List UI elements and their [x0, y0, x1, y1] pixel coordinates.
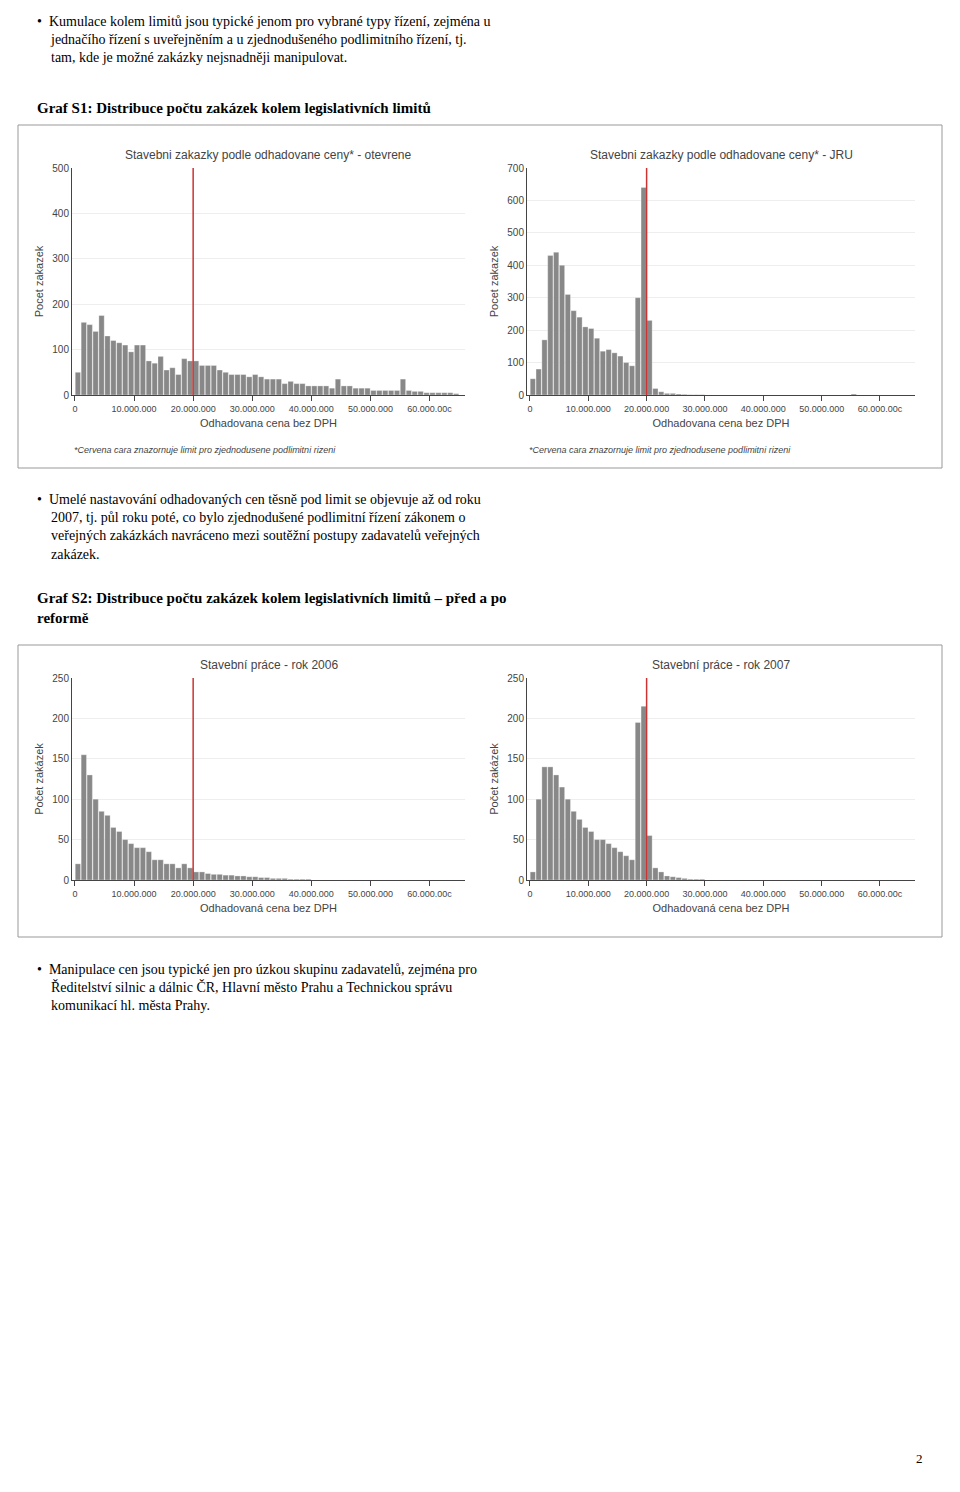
svg-text:Pocet zakazek: Pocet zakazek [488, 245, 500, 317]
svg-text:100: 100 [52, 344, 69, 355]
svg-text:0: 0 [72, 889, 77, 899]
svg-text:Odhadovaná cena bez DPH: Odhadovaná cena bez DPH [200, 902, 337, 914]
svg-text:30.000.000: 30.000.000 [682, 404, 727, 414]
svg-text:20.000.000: 20.000.000 [624, 889, 669, 899]
svg-text:500: 500 [507, 227, 524, 238]
svg-text:30.000.000: 30.000.000 [230, 889, 275, 899]
svg-text:• Manipulace cen jsou typické: • Manipulace cen jsou typické jen pro úz… [37, 962, 477, 1013]
svg-text:250: 250 [507, 673, 524, 684]
svg-text:Odhadovana cena bez DPH: Odhadovana cena bez DPH [653, 417, 790, 429]
svg-text:40.000.000: 40.000.000 [289, 889, 334, 899]
svg-text:150: 150 [52, 753, 69, 764]
svg-text:Stavebni zakazky podle odhadov: Stavebni zakazky podle odhadovane ceny* … [125, 148, 412, 162]
svg-text:40.000.000: 40.000.000 [289, 404, 334, 414]
svg-text:400: 400 [507, 260, 524, 271]
svg-text:60.000.00c: 60.000.00c [407, 404, 452, 414]
svg-text:200: 200 [52, 713, 69, 724]
svg-text:Stavební práce - rok 2007: Stavební práce - rok 2007 [652, 658, 790, 672]
svg-text:10.000.000: 10.000.000 [566, 889, 611, 899]
svg-text:10.000.000: 10.000.000 [112, 404, 157, 414]
svg-text:0: 0 [527, 889, 532, 899]
svg-text:Počet zakázek: Počet zakázek [33, 743, 45, 815]
svg-text:50.000.000: 50.000.000 [348, 404, 393, 414]
svg-text:Graf S1: Distribuce počtu zaká: Graf S1: Distribuce počtu zakázek kolem … [37, 100, 431, 116]
svg-text:0: 0 [518, 875, 524, 886]
svg-text:0: 0 [72, 404, 77, 414]
svg-text:200: 200 [507, 713, 524, 724]
svg-text:• Kumulace kolem limitů jsou: • Kumulace kolem limitů jsou typické jen… [37, 14, 491, 65]
svg-text:10.000.000: 10.000.000 [112, 889, 157, 899]
svg-text:300: 300 [507, 292, 524, 303]
svg-text:50: 50 [513, 834, 525, 845]
svg-text:200: 200 [507, 325, 524, 336]
svg-text:Odhadovana cena bez DPH: Odhadovana cena bez DPH [200, 417, 337, 429]
svg-text:50.000.000: 50.000.000 [348, 889, 393, 899]
svg-text:2: 2 [916, 1451, 923, 1466]
svg-text:500: 500 [52, 163, 69, 174]
svg-text:0: 0 [63, 390, 69, 401]
svg-text:400: 400 [52, 208, 69, 219]
svg-text:Odhadovaná cena bez DPH: Odhadovaná cena bez DPH [653, 902, 790, 914]
svg-text:150: 150 [507, 753, 524, 764]
svg-text:60.000.00c: 60.000.00c [858, 889, 903, 899]
svg-text:50: 50 [58, 834, 70, 845]
svg-text:Stavebni zakazky podle odhadov: Stavebni zakazky podle odhadovane ceny* … [590, 148, 853, 162]
svg-text:40.000.000: 40.000.000 [741, 889, 786, 899]
svg-text:300: 300 [52, 253, 69, 264]
svg-text:30.000.000: 30.000.000 [682, 889, 727, 899]
svg-text:Počet zakázek: Počet zakázek [488, 743, 500, 815]
svg-text:Stavební práce - rok 2006: Stavební práce - rok 2006 [200, 658, 338, 672]
svg-text:600: 600 [507, 195, 524, 206]
svg-text:200: 200 [52, 299, 69, 310]
svg-text:0: 0 [518, 390, 524, 401]
svg-text:10.000.000: 10.000.000 [566, 404, 611, 414]
svg-text:100: 100 [507, 357, 524, 368]
svg-text:Graf S2: Distribuce počtu zaká: Graf S2: Distribuce počtu zakázek kolem … [37, 590, 507, 626]
svg-text:20.000.000: 20.000.000 [171, 889, 216, 899]
svg-text:50.000.000: 50.000.000 [799, 889, 844, 899]
svg-text:100: 100 [507, 794, 524, 805]
svg-text:700: 700 [507, 163, 524, 174]
svg-text:• Umelé nastavování odhadovan: • Umelé nastavování odhadovaných cen těs… [37, 492, 481, 562]
svg-text:50.000.000: 50.000.000 [799, 404, 844, 414]
svg-text:0: 0 [63, 875, 69, 886]
svg-text:60.000.00c: 60.000.00c [858, 404, 903, 414]
svg-text:40.000.000: 40.000.000 [741, 404, 786, 414]
svg-text:100: 100 [52, 794, 69, 805]
svg-text:*Cervena cara znazornuje limit: *Cervena cara znazornuje limit pro zjedn… [74, 445, 336, 455]
svg-text:20.000.000: 20.000.000 [171, 404, 216, 414]
svg-text:20.000.000: 20.000.000 [624, 404, 669, 414]
svg-text:Pocet zakazek: Pocet zakazek [33, 245, 45, 317]
svg-text:0: 0 [527, 404, 532, 414]
svg-text:60.000.00c: 60.000.00c [407, 889, 452, 899]
svg-text:30.000.000: 30.000.000 [230, 404, 275, 414]
svg-text:*Cervena cara znazornuje limit: *Cervena cara znazornuje limit pro zjedn… [529, 445, 791, 455]
svg-text:250: 250 [52, 673, 69, 684]
